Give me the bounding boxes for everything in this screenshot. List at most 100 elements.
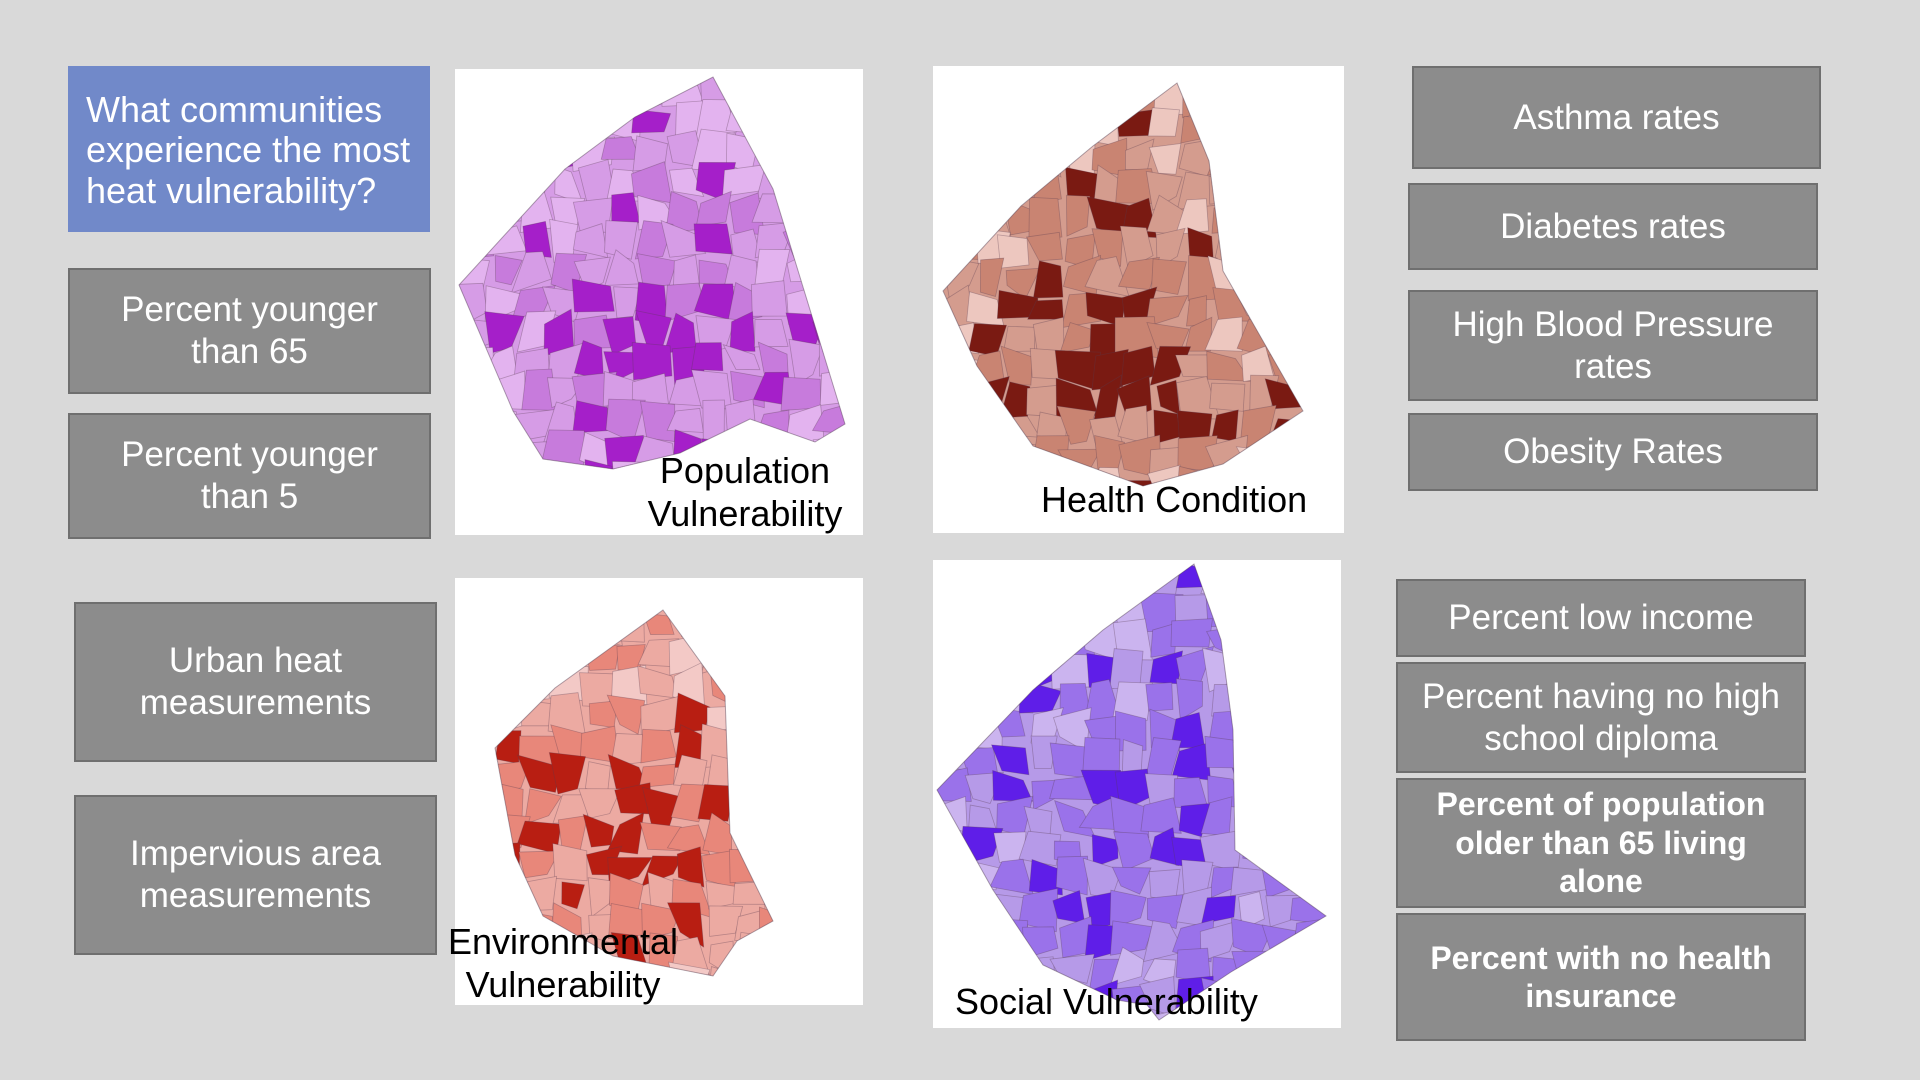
population-map-tract [459, 346, 496, 384]
population-map-tract [547, 80, 578, 114]
social-map-tract [937, 564, 975, 596]
population-map-tract [544, 464, 578, 469]
population-map-tract [820, 139, 845, 162]
population-map-tract [511, 458, 546, 469]
environmental-map-tract [707, 966, 739, 976]
social-map-tract [1289, 647, 1326, 681]
environmental-map-tract [578, 788, 622, 819]
social-map-tract [1242, 830, 1266, 863]
social-map-tract [1233, 797, 1274, 835]
health-map-tract [1209, 382, 1246, 412]
population-map-tract [580, 77, 616, 113]
social-map-tract [1228, 564, 1273, 592]
population-map-tract [750, 280, 788, 317]
population-map-tract [511, 128, 558, 175]
population-map-tract [760, 78, 791, 111]
health-map-tract [1237, 227, 1277, 266]
health-map-tract [1276, 115, 1302, 145]
social-map-tract [937, 679, 975, 722]
environmental-map-tract [762, 872, 773, 912]
population-map-tract [459, 436, 485, 469]
population-map-tract [484, 162, 526, 202]
factor-no-health-insurance: Percent with no health insurance [1396, 913, 1806, 1041]
health-map-tract [1274, 437, 1303, 468]
population-map-tract [812, 225, 845, 264]
social-map-tract [937, 620, 976, 659]
environmental-map-tract [765, 817, 773, 851]
environmental-map-tract [732, 880, 773, 905]
population-map-tract [817, 99, 845, 146]
social-map-tract [991, 622, 1023, 651]
health-map-tract [1000, 345, 1033, 386]
health-map-tract [1273, 285, 1303, 330]
social-map-tract [938, 860, 974, 902]
health-map-tract [1055, 111, 1091, 150]
environmental-map-tract [757, 732, 773, 757]
environmental-map-tract [546, 633, 590, 665]
social-map-tract [1230, 678, 1273, 721]
health-map-tract [1145, 170, 1183, 211]
environmental-map-tract [519, 661, 553, 702]
population-map-tract [814, 159, 845, 206]
social-map-tract [937, 922, 973, 959]
social-map-tract [1297, 596, 1326, 622]
factor-obesity-rates: Obesity Rates [1408, 413, 1818, 491]
social-map-tract [1271, 1009, 1299, 1020]
population-map-tract [787, 103, 822, 145]
environmental-map-tract [640, 728, 677, 764]
health-map-tract [966, 466, 1008, 486]
health-condition-map [942, 82, 1304, 487]
social-map-tract [993, 564, 1028, 602]
health-map-tract [1151, 258, 1187, 295]
environmental-map-tract [497, 611, 534, 645]
health-map-tract [1029, 109, 1071, 145]
social-map-label: Social Vulnerability [955, 981, 1258, 1022]
social-map-tract [1291, 827, 1326, 870]
health-map-tract [1276, 267, 1303, 293]
environmental-map-tract [733, 962, 769, 976]
health-map-tract [970, 139, 1011, 177]
health-map-tract [1032, 260, 1064, 299]
social-map-tract [1114, 710, 1147, 752]
health-map-tract [1003, 325, 1036, 353]
environmental-map-tract [758, 635, 773, 676]
population-map-label: Population Vulnerability [647, 450, 843, 535]
social-map-tract [1263, 775, 1304, 809]
environmental-map-tract [552, 843, 588, 882]
social-map-tract [1149, 827, 1180, 866]
social-map-tract [1300, 628, 1326, 650]
environmental-map-tract [700, 638, 738, 674]
health-map-tract [1204, 316, 1243, 352]
health-map-tract [1066, 194, 1091, 237]
health-map-outline [942, 82, 1304, 487]
social-map-outline [936, 563, 1327, 1021]
environmental-map-tract [771, 698, 773, 727]
health-map-tract [1265, 83, 1301, 118]
environmental-map-tract [732, 662, 773, 695]
social-map-tract [937, 657, 972, 687]
health-map-tract [1056, 405, 1097, 445]
population-map-tract [572, 400, 608, 434]
social-map-tract [1112, 681, 1154, 721]
environmental-map-tract [522, 614, 554, 649]
population-map-tract [695, 190, 732, 228]
social-map-tract [1265, 682, 1306, 721]
social-map-tract [1236, 649, 1275, 685]
environmental-map-tract [726, 696, 772, 725]
health-map-tract [1206, 144, 1251, 176]
population-map-tract [729, 311, 756, 352]
environmental-map-tract [765, 610, 773, 640]
social-map-tract [962, 925, 994, 961]
environmental-vulnerability-map [494, 609, 774, 977]
environmental-map-tract [607, 812, 645, 855]
population-map-tract [631, 341, 673, 381]
health-map-tract [1147, 107, 1180, 137]
environmental-map-tract [678, 610, 714, 643]
environmental-map-tract [495, 730, 522, 765]
population-map-tract [584, 459, 613, 469]
health-map-tract [1002, 472, 1039, 486]
health-map-tract [1243, 197, 1279, 240]
health-map-tract [1240, 83, 1274, 120]
social-map-tract [1301, 805, 1326, 841]
social-map-tract [1211, 683, 1240, 717]
